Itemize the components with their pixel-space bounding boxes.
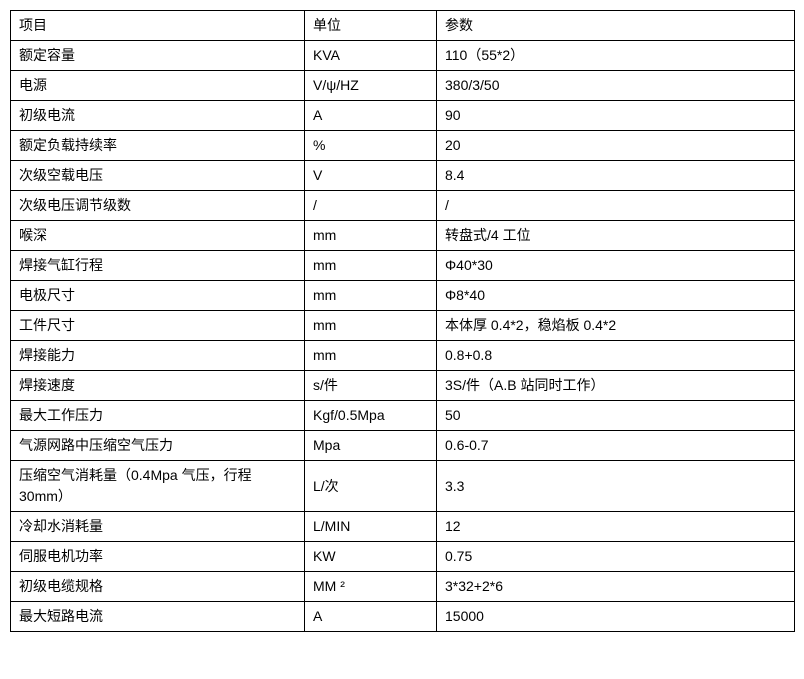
table-row: 初级电缆规格 MM ² 3*32+2*6 — [11, 572, 795, 602]
table-row: 额定容量 KVA 110（55*2） — [11, 41, 795, 71]
cell-item: 次级电压调节级数 — [11, 191, 305, 221]
cell-unit: / — [305, 191, 437, 221]
cell-param: 20 — [437, 131, 795, 161]
cell-item: 次级空载电压 — [11, 161, 305, 191]
cell-item: 初级电流 — [11, 101, 305, 131]
cell-unit: Mpa — [305, 431, 437, 461]
cell-item: 焊接速度 — [11, 371, 305, 401]
cell-param: 12 — [437, 512, 795, 542]
cell-param: Φ8*40 — [437, 281, 795, 311]
spec-table: 项目 单位 参数 额定容量 KVA 110（55*2） 电源 V/ψ/HZ 38… — [10, 10, 795, 632]
table-body: 项目 单位 参数 额定容量 KVA 110（55*2） 电源 V/ψ/HZ 38… — [11, 11, 795, 632]
cell-param: 380/3/50 — [437, 71, 795, 101]
cell-item: 最大工作压力 — [11, 401, 305, 431]
table-row: 焊接速度 s/件 3S/件（A.B 站同时工作） — [11, 371, 795, 401]
cell-unit: mm — [305, 221, 437, 251]
table-row: 最大短路电流 A 15000 — [11, 602, 795, 632]
cell-item: 额定容量 — [11, 41, 305, 71]
cell-unit: KVA — [305, 41, 437, 71]
cell-param: Φ40*30 — [437, 251, 795, 281]
table-row: 工件尺寸 mm 本体厚 0.4*2，稳焰板 0.4*2 — [11, 311, 795, 341]
table-row: 最大工作压力 Kgf/0.5Mpa 50 — [11, 401, 795, 431]
cell-param: 3.3 — [437, 461, 795, 512]
cell-unit: s/件 — [305, 371, 437, 401]
cell-item: 电极尺寸 — [11, 281, 305, 311]
cell-item: 伺服电机功率 — [11, 542, 305, 572]
cell-unit: A — [305, 602, 437, 632]
cell-unit: A — [305, 101, 437, 131]
cell-param: 110（55*2） — [437, 41, 795, 71]
cell-item: 喉深 — [11, 221, 305, 251]
table-row: 次级电压调节级数 / / — [11, 191, 795, 221]
table-header-row: 项目 单位 参数 — [11, 11, 795, 41]
cell-unit: mm — [305, 341, 437, 371]
table-row: 焊接气缸行程 mm Φ40*30 — [11, 251, 795, 281]
table-row: 电源 V/ψ/HZ 380/3/50 — [11, 71, 795, 101]
cell-unit: V/ψ/HZ — [305, 71, 437, 101]
cell-param: 3S/件（A.B 站同时工作） — [437, 371, 795, 401]
cell-param: 15000 — [437, 602, 795, 632]
table-row: 气源网路中压缩空气压力 Mpa 0.6-0.7 — [11, 431, 795, 461]
cell-param: 3*32+2*6 — [437, 572, 795, 602]
cell-unit: V — [305, 161, 437, 191]
cell-unit: Kgf/0.5Mpa — [305, 401, 437, 431]
cell-unit: L/次 — [305, 461, 437, 512]
cell-param: 转盘式/4 工位 — [437, 221, 795, 251]
cell-item: 气源网路中压缩空气压力 — [11, 431, 305, 461]
table-row: 焊接能力 mm 0.8+0.8 — [11, 341, 795, 371]
cell-item: 压缩空气消耗量（0.4Mpa 气压，行程 30mm） — [11, 461, 305, 512]
cell-item: 工件尺寸 — [11, 311, 305, 341]
table-row: 电极尺寸 mm Φ8*40 — [11, 281, 795, 311]
table-row: 额定负载持续率 % 20 — [11, 131, 795, 161]
cell-unit: MM ² — [305, 572, 437, 602]
table-row: 压缩空气消耗量（0.4Mpa 气压，行程 30mm） L/次 3.3 — [11, 461, 795, 512]
cell-item: 初级电缆规格 — [11, 572, 305, 602]
table-row: 初级电流 A 90 — [11, 101, 795, 131]
header-param: 参数 — [437, 11, 795, 41]
cell-item: 冷却水消耗量 — [11, 512, 305, 542]
cell-unit: mm — [305, 311, 437, 341]
cell-item: 电源 — [11, 71, 305, 101]
cell-unit: L/MIN — [305, 512, 437, 542]
table-row: 伺服电机功率 KW 0.75 — [11, 542, 795, 572]
table-row: 次级空载电压 V 8.4 — [11, 161, 795, 191]
cell-param: 0.75 — [437, 542, 795, 572]
cell-param: 本体厚 0.4*2，稳焰板 0.4*2 — [437, 311, 795, 341]
table-row: 喉深 mm 转盘式/4 工位 — [11, 221, 795, 251]
cell-unit: % — [305, 131, 437, 161]
header-unit: 单位 — [305, 11, 437, 41]
table-row: 冷却水消耗量 L/MIN 12 — [11, 512, 795, 542]
cell-param: 8.4 — [437, 161, 795, 191]
cell-param: / — [437, 191, 795, 221]
header-item: 项目 — [11, 11, 305, 41]
cell-item: 焊接能力 — [11, 341, 305, 371]
cell-unit: mm — [305, 281, 437, 311]
cell-param: 50 — [437, 401, 795, 431]
cell-item: 额定负载持续率 — [11, 131, 305, 161]
cell-unit: KW — [305, 542, 437, 572]
cell-unit: mm — [305, 251, 437, 281]
cell-param: 0.6-0.7 — [437, 431, 795, 461]
cell-param: 0.8+0.8 — [437, 341, 795, 371]
cell-item: 最大短路电流 — [11, 602, 305, 632]
cell-param: 90 — [437, 101, 795, 131]
cell-item: 焊接气缸行程 — [11, 251, 305, 281]
